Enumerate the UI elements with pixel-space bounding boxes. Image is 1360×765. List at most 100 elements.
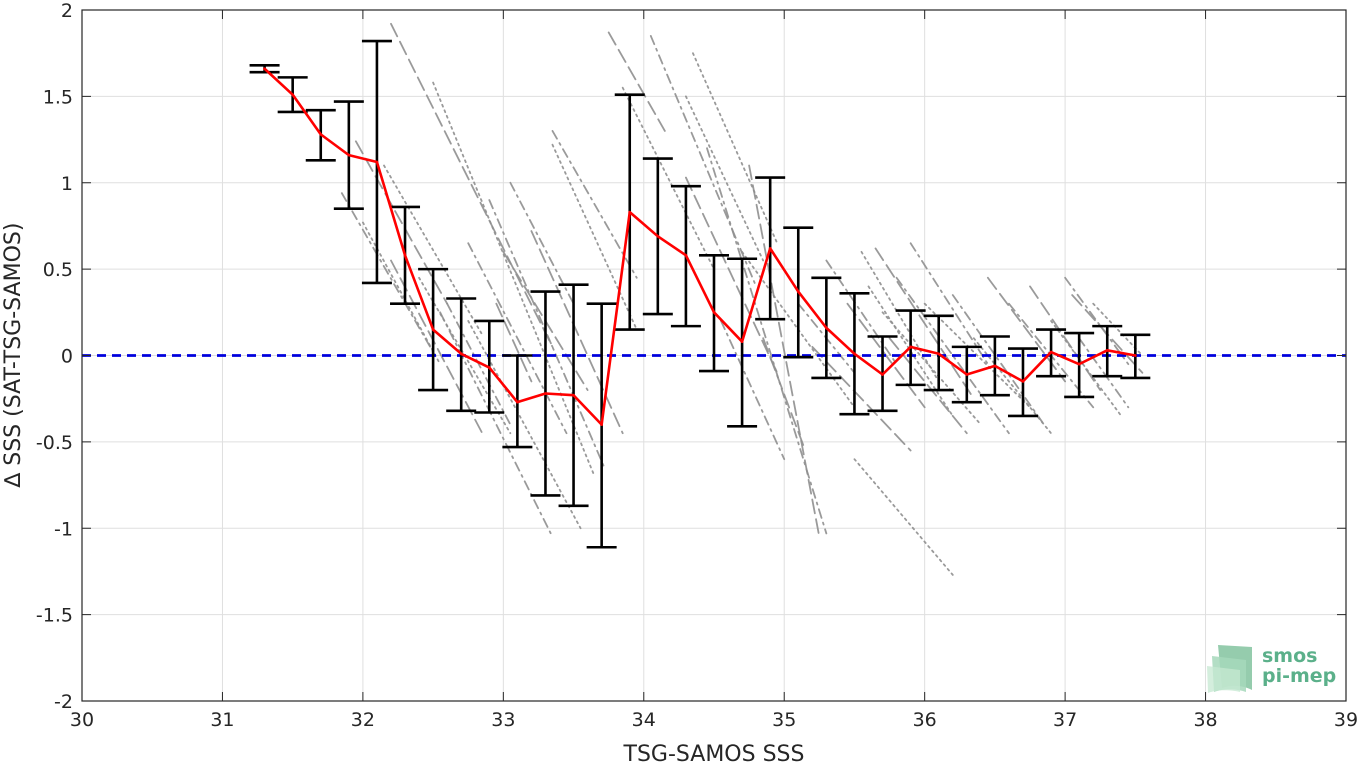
y-tick-label: -2 [54, 691, 73, 713]
scatter-trace [551, 143, 638, 331]
smos-pi-mep-logo: smos pi-mep [1207, 645, 1336, 693]
mean-point [965, 373, 969, 376]
scatter-trace [446, 302, 512, 426]
mean-point [1049, 350, 1053, 354]
scatter-trace [951, 294, 1045, 426]
scatter-trace [1029, 285, 1102, 391]
mean-point [909, 345, 912, 349]
scatter-trace [390, 22, 554, 348]
x-tick-label: 36 [913, 709, 937, 731]
mean-point [768, 247, 772, 250]
mean-point [796, 290, 800, 293]
scatter-trace [923, 302, 1031, 409]
scatter-trace [692, 52, 779, 245]
x-tick-label: 38 [1193, 709, 1217, 731]
x-tick-label: 34 [632, 709, 656, 731]
scatter-trace [354, 140, 449, 305]
scatter-trace [853, 458, 954, 576]
scatter-trace [1050, 320, 1123, 417]
mean-point [684, 254, 688, 257]
scatter-trace [467, 320, 582, 530]
mean-point [1134, 354, 1137, 357]
y-tick-label: -1 [54, 518, 73, 540]
x-tick-label: 32 [351, 709, 375, 731]
scatter-trace [340, 192, 435, 353]
mean-point [853, 352, 856, 356]
mean-point [572, 393, 575, 397]
mean-point [459, 352, 463, 356]
scatter-trace [1064, 276, 1130, 366]
mean-point [656, 235, 660, 238]
y-tick-label: 1 [61, 173, 73, 195]
mean-series-line [263, 67, 1137, 426]
mean-line [263, 67, 1137, 426]
scatter-trace [811, 345, 912, 452]
mean-point [1021, 380, 1025, 383]
mean-point [403, 254, 407, 257]
y-tick-label: 1.5 [43, 86, 73, 108]
y-tick-label: 2 [61, 0, 73, 22]
y-tick-label: -0.5 [36, 432, 73, 454]
mean-point [431, 328, 435, 331]
scatter-trace [530, 230, 624, 435]
logo-text-smos: smos [1262, 645, 1317, 667]
x-axis-title: TSG-SAMOS SSS [623, 742, 805, 765]
x-tick-label: 30 [70, 709, 94, 731]
x-tick-label: 35 [772, 709, 796, 731]
scatter-trace [860, 250, 940, 383]
scatter-trace [383, 164, 484, 336]
mean-point [993, 364, 997, 368]
mean-point [263, 67, 266, 71]
scatter-trace [1078, 337, 1130, 409]
x-tick-labels: 30 31 32 33 34 35 36 37 38 39 [70, 709, 1358, 731]
y-tick-label: 0.5 [43, 259, 73, 281]
x-tick-label: 39 [1334, 709, 1358, 731]
mean-point [881, 373, 884, 376]
scatter-trace [488, 199, 606, 469]
mean-point [544, 392, 547, 395]
x-tick-label: 33 [491, 709, 515, 731]
y-tick-label: -1.5 [36, 605, 73, 627]
mean-point [1105, 349, 1109, 352]
scatter-trace [649, 35, 758, 288]
scatter-trace [551, 130, 638, 279]
scatter-trace [685, 176, 779, 374]
mean-point [712, 311, 716, 314]
mean-point [516, 400, 519, 404]
logo-text-pi-mep: pi-mep [1262, 665, 1336, 687]
scatter-trace [972, 337, 1052, 435]
scatter-trace [874, 247, 975, 400]
mean-point [740, 340, 744, 343]
scatter-trace [607, 31, 666, 132]
scatter-trace [467, 242, 568, 435]
scatter-trace [495, 302, 533, 383]
mean-point [600, 423, 603, 426]
y-tick-label: 0 [61, 346, 73, 368]
logo-waves-icon [1207, 645, 1252, 693]
scatter-trace [762, 337, 807, 452]
scatter-trace [881, 311, 982, 426]
scatter-trace [720, 320, 786, 461]
error-bars [249, 39, 1151, 549]
mean-point [628, 210, 632, 214]
x-tick-label: 37 [1053, 709, 1077, 731]
scatter-trace [706, 147, 828, 535]
mean-point [375, 160, 379, 164]
mean-point [291, 93, 294, 96]
scatter-trace [685, 95, 765, 262]
scatter-trace [846, 302, 926, 409]
scatter-traces [340, 22, 1144, 576]
axis-ticks [81, 9, 1347, 702]
y-tick-labels: 2 1.5 1 0.5 0 -0.5 -1 -1.5 -2 [36, 0, 73, 713]
scatter-trace [432, 81, 596, 478]
mean-point [825, 326, 828, 330]
scatter-trace [909, 242, 989, 366]
mean-point [319, 133, 323, 136]
mean-point [347, 153, 351, 157]
mean-point [487, 366, 491, 369]
x-tick-label: 31 [210, 709, 234, 731]
mean-point [1077, 362, 1081, 366]
y-axis-title: ∆ SSS (SAT-TSG-SAMOS) [1, 223, 26, 489]
